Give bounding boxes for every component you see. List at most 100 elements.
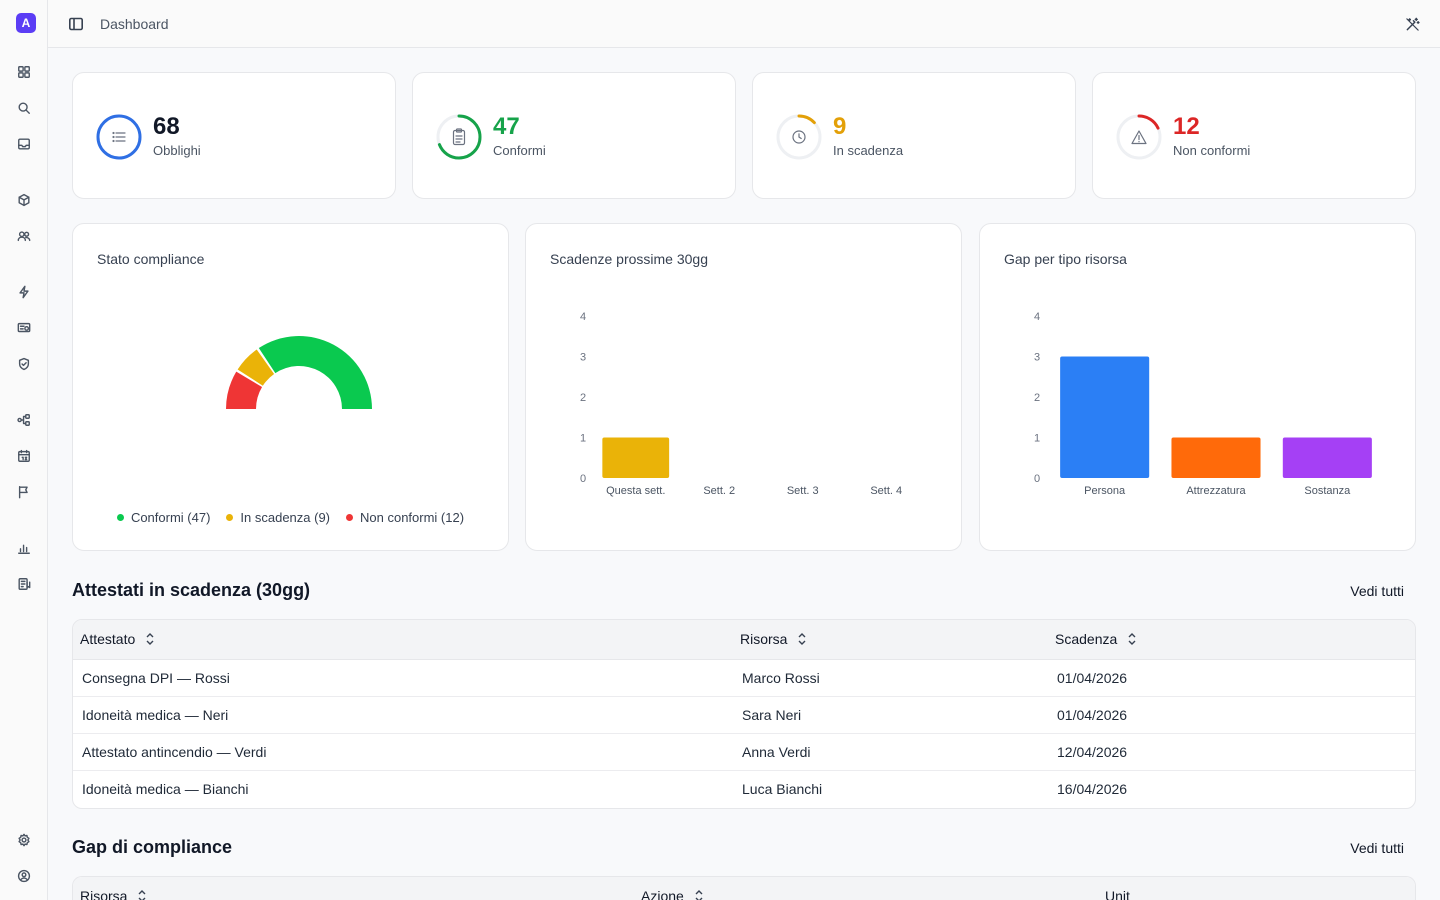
sidebar-toggle-icon[interactable] <box>66 14 86 34</box>
cell-risorsa: Luca Bianchi <box>742 781 823 797</box>
stat-label: In scadenza <box>833 143 904 158</box>
donut-slice-conformi <box>258 336 372 409</box>
column-label: Risorsa <box>80 888 128 900</box>
box-icon[interactable] <box>14 190 34 210</box>
cell-risorsa: Anna Verdi <box>742 744 811 760</box>
stat-value: 68 <box>153 113 180 140</box>
x-tick-label: Sostanza <box>1304 485 1351 497</box>
y-tick-label: 1 <box>1034 433 1040 445</box>
table-row[interactable]: Idoneità medica — Neri Sara Neri 01/04/2… <box>73 697 1415 734</box>
y-tick-label: 4 <box>580 311 586 323</box>
search-icon[interactable] <box>14 98 34 118</box>
stat-ring-svg <box>436 114 482 160</box>
breadcrumb[interactable]: Dashboard <box>100 16 169 32</box>
y-tick-label: 1 <box>580 433 586 445</box>
column-header-risorsa[interactable]: Risorsa <box>740 631 807 647</box>
y-tick-label: 2 <box>1034 392 1040 404</box>
sort-icon <box>138 890 146 900</box>
bar-chart-icon[interactable] <box>14 538 34 558</box>
progress-arc <box>96 114 142 160</box>
x-tick-label: Sett. 3 <box>787 485 819 497</box>
chart-card-gap: Gap per tipo risorsa 0 1 2 3 4 Persona Attrezz… <box>979 223 1416 551</box>
column-label: Risorsa <box>740 631 788 647</box>
legend-label: Non conformi (12) <box>360 510 465 525</box>
legend-item-conformi[interactable]: Conformi (47) <box>116 510 210 525</box>
cell-attestato: Consegna DPI — Rossi <box>82 670 230 686</box>
chart-legend: Conformi (47) In scadenza (9) Non confor… <box>73 510 508 525</box>
cell-attestato: Attestato antincendio — Verdi <box>82 744 267 760</box>
magic-wand-icon[interactable] <box>1402 14 1422 34</box>
y-tick-label: 4 <box>1034 311 1040 323</box>
progress-arc <box>776 114 822 160</box>
donut-chart <box>226 336 372 409</box>
calendar-icon[interactable] <box>14 446 34 466</box>
sort-icon <box>146 633 154 645</box>
certificate-icon[interactable] <box>14 574 34 594</box>
app-logo[interactable]: A <box>16 13 36 33</box>
attestati-table: Attestato Risorsa Scadenza Consegna DPI … <box>72 619 1416 809</box>
inbox-icon[interactable] <box>14 134 34 154</box>
bar-attrezzatura <box>1171 437 1261 478</box>
table-row[interactable]: Idoneità medica — Bianchi Luca Bianchi 1… <box>73 771 1415 808</box>
cell-scadenza: 16/04/2026 <box>1057 781 1128 797</box>
workflow-icon[interactable] <box>14 410 34 430</box>
cell-scadenza: 01/04/2026 <box>1057 670 1128 686</box>
bar-questa-sett- <box>602 437 670 478</box>
shield-icon[interactable] <box>14 354 34 374</box>
column-header-azione[interactable]: Azione <box>641 888 704 900</box>
sidebar: A <box>0 0 48 900</box>
flag-icon[interactable] <box>14 482 34 502</box>
column-label: Scadenza <box>1055 631 1118 647</box>
cell-risorsa: Marco Rossi <box>742 670 820 686</box>
y-tick-label: 3 <box>580 352 586 364</box>
legend-item-in-scadenza[interactable]: In scadenza (9) <box>226 510 330 525</box>
progress-ring <box>1115 113 1163 161</box>
see-all-attestati-link[interactable]: Vedi tutti <box>1350 583 1404 599</box>
bar-sostanza <box>1282 437 1372 478</box>
clipboard-icon <box>452 128 466 146</box>
y-tick-label: 2 <box>580 392 586 404</box>
y-tick-label: 3 <box>1034 352 1040 364</box>
users-icon[interactable] <box>14 226 34 246</box>
bar-persona <box>1060 356 1150 478</box>
legend-item-non-conformi[interactable]: Non conformi (12) <box>346 510 464 525</box>
stat-card-obblighi: 68 Obblighi <box>72 72 396 199</box>
grid-icon[interactable] <box>14 62 34 82</box>
x-tick-label: Attrezzatura <box>1186 485 1246 497</box>
table-row[interactable]: Consegna DPI — Rossi Marco Rossi 01/04/2… <box>73 660 1415 697</box>
settings-icon[interactable] <box>14 830 34 850</box>
column-header-unit[interactable]: Unit <box>1105 888 1130 900</box>
y-tick-label: 0 <box>580 473 586 485</box>
cell-attestato: Idoneità medica — Bianchi <box>82 781 249 797</box>
legend-dot <box>226 514 234 521</box>
stat-value: 47 <box>493 113 520 140</box>
stat-value: 12 <box>1173 113 1200 140</box>
cell-scadenza: 01/04/2026 <box>1057 707 1128 723</box>
section-title-attestati: Attestati in scadenza (30gg) <box>72 580 311 600</box>
clock-icon <box>792 130 806 144</box>
list-icon <box>112 131 126 143</box>
stat-label: Non conformi <box>1173 143 1251 158</box>
column-header-risorsa[interactable]: Risorsa <box>80 888 147 900</box>
stat-card-non-conformi: 12 Non conformi <box>1092 72 1416 199</box>
bar-chart-gap: 0 1 2 3 4 Persona Attrezzatura Sostanza <box>1034 311 1372 497</box>
stat-ring-svg <box>96 114 142 160</box>
column-header-attestato[interactable]: Attestato <box>80 631 155 647</box>
column-label: Azione <box>641 888 684 900</box>
see-all-gap-link[interactable]: Vedi tutti <box>1350 840 1404 856</box>
column-label: Attestato <box>80 631 136 647</box>
column-header-scadenza[interactable]: Scadenza <box>1055 631 1137 647</box>
warning-icon <box>1131 130 1147 145</box>
checklist-icon[interactable] <box>14 318 34 338</box>
table-header: Attestato Risorsa Scadenza <box>73 620 1415 660</box>
sort-icon <box>1128 633 1136 645</box>
chart-card-scadenze: Scadenze prossime 30gg 0 1 2 3 4 Questa sett.… <box>525 223 962 551</box>
stat-card-in-scadenza: 9 In scadenza <box>752 72 1076 199</box>
y-tick-label: 0 <box>1034 473 1040 485</box>
bolt-icon[interactable] <box>14 282 34 302</box>
table-row[interactable]: Attestato antincendio — Verdi Anna Verdi… <box>73 734 1415 771</box>
progress-ring <box>775 113 823 161</box>
cell-scadenza: 12/04/2026 <box>1057 744 1128 760</box>
user-circle-icon[interactable] <box>14 866 34 886</box>
table-header: Risorsa Azione Unit <box>73 877 1415 900</box>
